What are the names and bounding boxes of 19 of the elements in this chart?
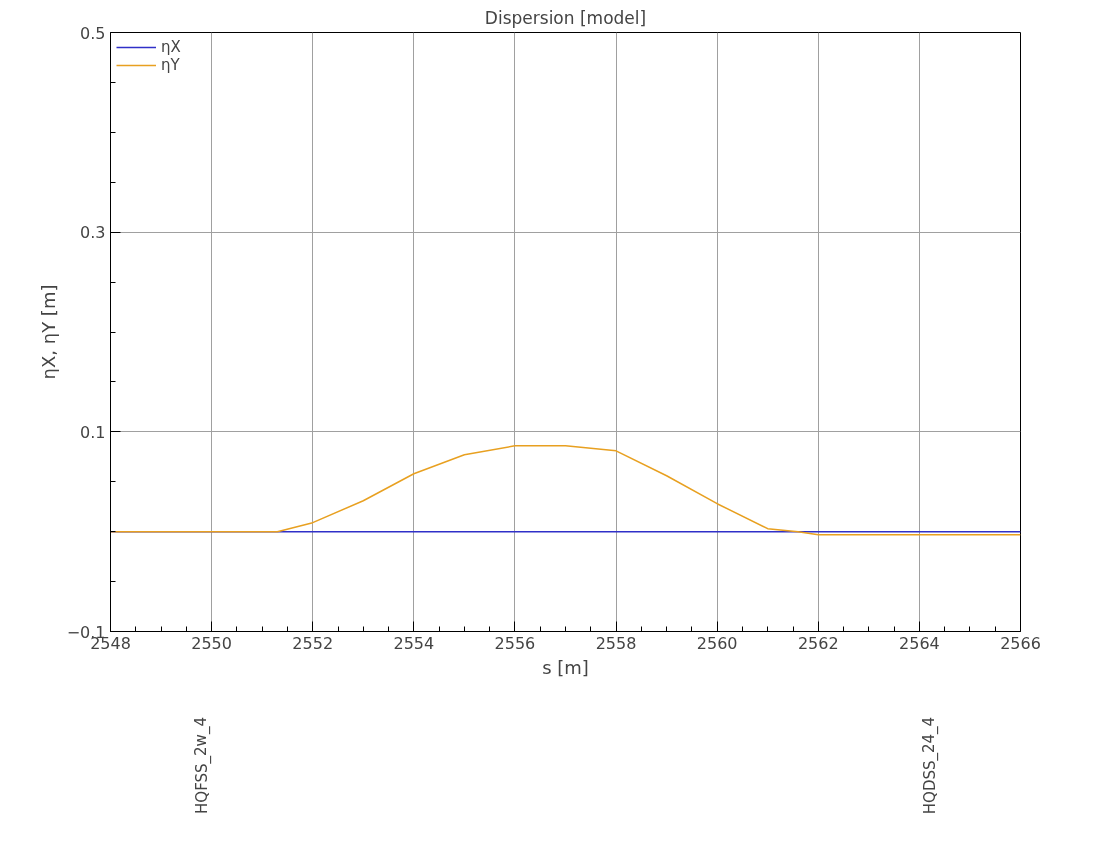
x-axis-title: s [m] [542, 656, 589, 678]
x-tick-label: 2550 [191, 633, 232, 653]
x-tick-label: 2562 [797, 633, 839, 653]
y-tick-label: 0.3 [80, 223, 106, 243]
x-tick-label: 2566 [1000, 633, 1041, 653]
y-tick-label: 0.1 [80, 422, 106, 442]
y-axis-title: ηX, ηY [m] [37, 284, 59, 380]
x-tick-label: 2556 [494, 633, 536, 653]
legend-label: ηY [161, 56, 181, 74]
chart-title: Dispersion [model] [484, 7, 647, 28]
x-tick-label: 2560 [696, 633, 738, 653]
x-tick-label: 2554 [393, 633, 435, 653]
y-tick-label: 0.5 [80, 23, 106, 43]
legend-label: ηX [161, 38, 181, 56]
text: HQFSS_2w_4 [192, 717, 212, 814]
x-tick-label: 2564 [899, 633, 940, 653]
x-tick-label: 2558 [595, 633, 637, 653]
text: HQDSS_24_4 [920, 716, 940, 815]
x-tick-label: 2552 [292, 633, 334, 653]
